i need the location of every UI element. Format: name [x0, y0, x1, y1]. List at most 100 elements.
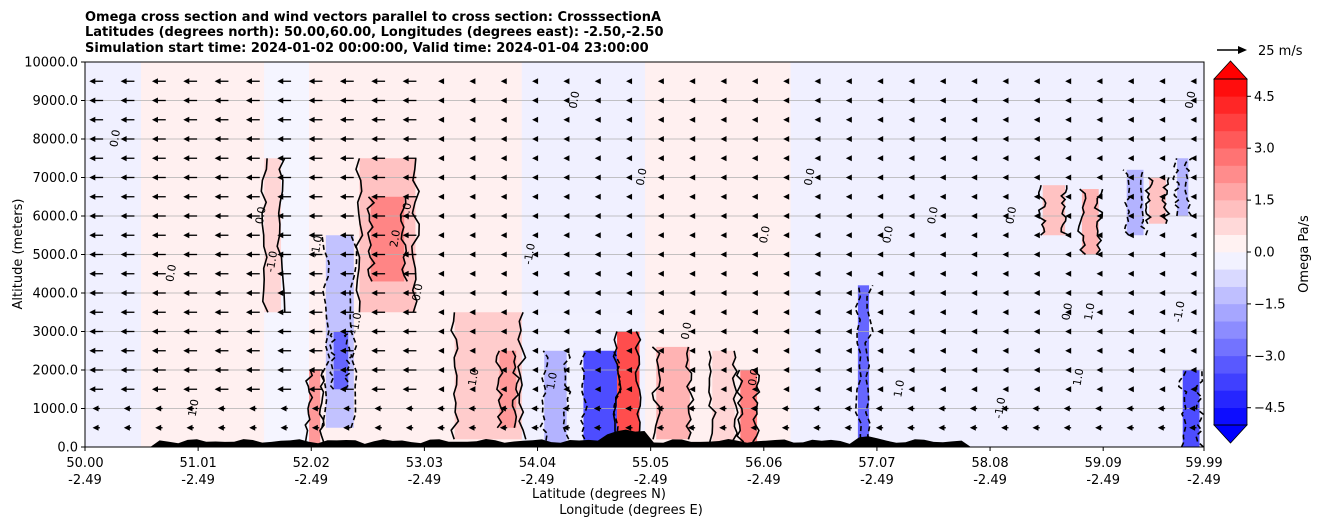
- wind-vector-494: [907, 424, 915, 431]
- wind-vector-414: [751, 136, 758, 142]
- wind-vector-32: [120, 174, 135, 181]
- wind-vector-447: [814, 232, 821, 239]
- wind-vector-662: [1159, 116, 1166, 123]
- wind-vector-479: [877, 347, 884, 354]
- wind-vector-489: [877, 155, 884, 162]
- wind-vector-97: [245, 386, 260, 393]
- wind-vector-31: [120, 193, 135, 200]
- contour-line-24-1: [1093, 188, 1104, 256]
- wind-vector-165: [339, 174, 354, 181]
- wind-vector-149: [308, 116, 323, 123]
- wind-vector-616: [1096, 270, 1103, 277]
- wind-vector-632: [1127, 328, 1134, 335]
- wind-vector-221: [438, 193, 445, 200]
- contour-line-28-1: [1183, 157, 1193, 217]
- x-tick-label-lon-5: -2.49: [634, 473, 668, 488]
- wind-vector-134: [311, 405, 320, 412]
- wind-vector-657: [1159, 213, 1166, 219]
- wind-vector-503: [908, 251, 915, 258]
- wind-vector-140: [308, 290, 323, 296]
- wind-vector-556: [1002, 328, 1009, 335]
- wind-vector-675: [1190, 232, 1197, 239]
- wind-vector-666: [1189, 405, 1197, 412]
- wind-vector-665: [1189, 424, 1197, 431]
- wind-vector-446: [814, 251, 821, 258]
- wind-vector-52: [151, 155, 166, 162]
- wind-vector-601: [1065, 193, 1072, 200]
- wind-vector-332: [626, 251, 633, 258]
- wind-vector-258: [500, 213, 507, 219]
- wind-vector-166: [339, 155, 354, 162]
- wind-vector-26: [120, 290, 135, 296]
- wind-vector-611: [1096, 367, 1103, 373]
- wind-vector-399: [750, 424, 758, 431]
- wind-vector-76: [217, 424, 226, 431]
- wind-vector-575: [1033, 328, 1040, 335]
- wind-vector-203: [402, 174, 417, 181]
- wind-vector-389: [720, 251, 727, 258]
- wind-vector-215: [438, 309, 445, 316]
- contour-line-16-1: [562, 350, 572, 447]
- quiver-key-label: 25 m/s: [1258, 44, 1303, 59]
- x-tick-label-lat-10: 59.99: [1185, 456, 1222, 471]
- wind-vector-27: [120, 270, 135, 277]
- wind-vector-220: [438, 213, 445, 219]
- contour-label-4: -1.0: [264, 250, 281, 273]
- wind-vector-683: [1190, 78, 1197, 85]
- wind-vector-400: [750, 405, 758, 412]
- wind-vector-119: [277, 328, 292, 335]
- wind-vector-216: [438, 290, 445, 296]
- wind-vector-248: [499, 405, 508, 412]
- x-axis: 50.00 -2.49 51.01 -2.49 52.02 -2.49 53.03 -2.49…: [66, 447, 1223, 488]
- wind-vector-504: [908, 232, 915, 239]
- wind-vector-345: [657, 367, 664, 373]
- wind-vector-106: [245, 213, 260, 219]
- contour-line-18-1: [634, 331, 642, 447]
- wind-vector-533: [969, 405, 978, 412]
- wind-vector-659: [1159, 174, 1166, 181]
- wind-vector-445: [814, 270, 821, 277]
- wind-vector-114: [280, 424, 288, 431]
- wind-vector-426: [783, 270, 790, 277]
- wind-vector-280: [532, 155, 539, 162]
- wind-vector-515: [939, 386, 946, 393]
- wind-vector-238: [469, 232, 476, 239]
- wind-vector-643: [1127, 116, 1134, 123]
- wind-vector-453: [814, 116, 821, 123]
- wind-vector-115: [280, 405, 288, 412]
- wind-vector-197: [402, 290, 417, 296]
- wind-vector-674: [1190, 251, 1197, 258]
- wind-vector-24: [120, 328, 135, 335]
- wind-vector-57: [186, 424, 194, 431]
- wind-vector-599: [1065, 232, 1072, 239]
- wind-vector-5: [89, 328, 104, 335]
- contour-label-12: 1.0: [544, 371, 560, 390]
- wind-vector-8: [89, 270, 104, 277]
- wind-vector-614: [1096, 309, 1103, 316]
- terrain-silhouette: [85, 429, 1204, 447]
- colorbar-segment-10: [1214, 234, 1247, 253]
- wind-vector-411: [751, 193, 758, 200]
- wind-vector-481: [877, 309, 884, 316]
- wind-vector-199: [402, 251, 417, 258]
- wind-vector-574: [1033, 347, 1040, 354]
- wind-vector-330: [626, 290, 633, 296]
- wind-vector-240: [469, 193, 476, 200]
- wind-vector-570: [1032, 424, 1040, 431]
- wind-vector-131: [277, 97, 292, 104]
- wind-vector-548: [971, 116, 978, 123]
- wind-vector-316: [594, 193, 601, 200]
- wind-vector-180: [371, 251, 386, 258]
- wind-vector-358: [657, 116, 664, 123]
- wind-vector-468: [845, 193, 852, 200]
- wind-vector-417: [751, 78, 758, 85]
- wind-vector-249: [500, 386, 507, 393]
- wind-vector-363: [689, 386, 696, 393]
- wind-vector-34: [120, 136, 135, 142]
- wind-vector-651: [1159, 328, 1166, 335]
- wind-vector-44: [151, 309, 166, 316]
- wind-vector-621: [1096, 174, 1103, 181]
- wind-vector-484: [877, 251, 884, 258]
- omega-contours: 0.0 0.0 1.0 0.0 -1.0 -1.0 -1.0 2.0 1.0 0.0 1.0 -1.0…: [107, 90, 1204, 447]
- wind-vector-598: [1065, 251, 1072, 258]
